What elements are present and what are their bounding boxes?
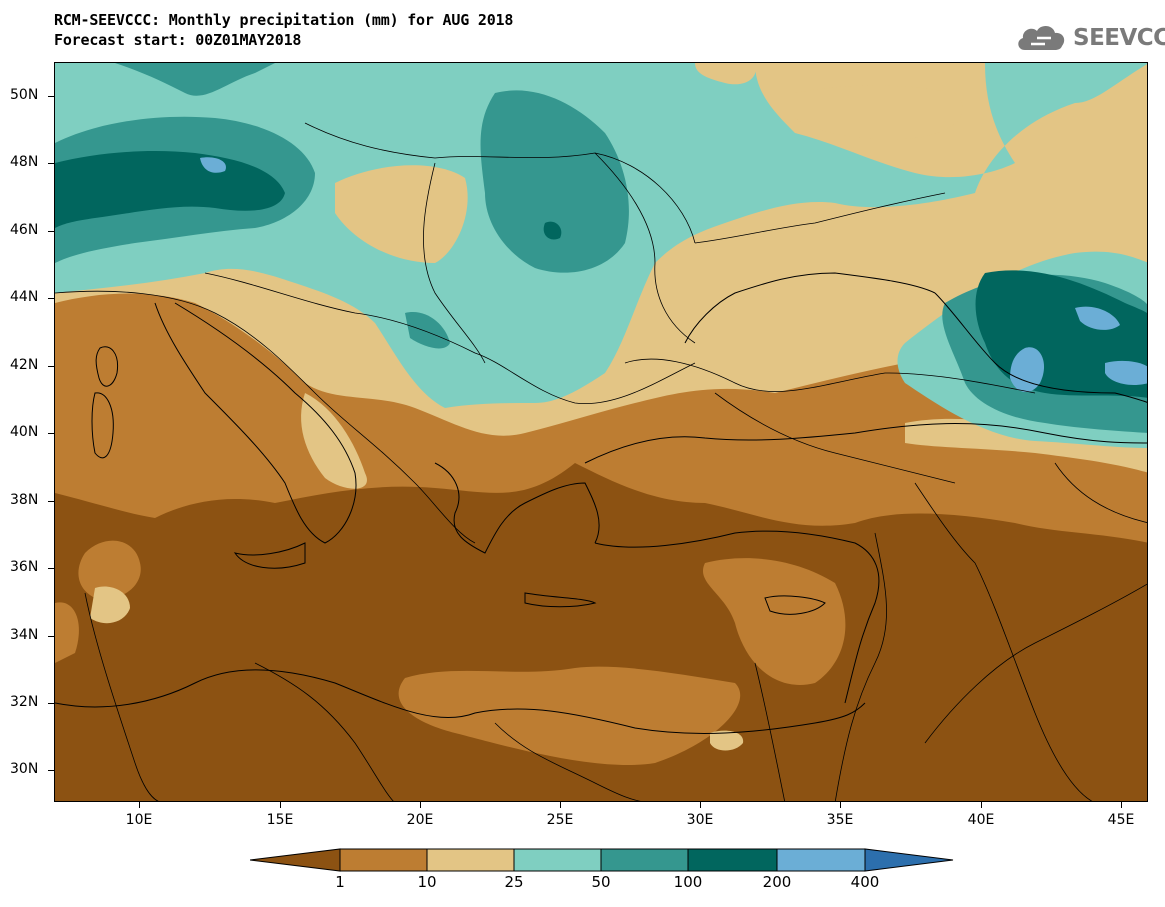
lon-tick [840, 802, 841, 808]
lat-label: 30N [10, 761, 39, 777]
colorbar-segment-1-10 [339, 848, 428, 872]
colorbar-legend [250, 848, 954, 872]
seevccc-logo: SEEVCCC [1015, 18, 1165, 58]
lon-label: 10E [125, 812, 153, 828]
lon-tick [981, 802, 982, 808]
colorbar-segment-10-25 [426, 848, 515, 872]
lat-tick [48, 770, 54, 771]
lon-label: 20E [406, 812, 434, 828]
cloud-icon [1018, 25, 1065, 50]
colorbar-segment-50-100 [600, 848, 689, 872]
lat-tick [48, 366, 54, 367]
lon-tick [139, 802, 140, 808]
lon-label: 35E [826, 812, 854, 828]
colorbar-segment-lt1 [250, 848, 341, 872]
title-line-1: RCM-SEEVCCC: Monthly precipitation (mm) … [54, 11, 514, 29]
logo-text: SEEVCCC [1073, 25, 1165, 51]
lat-tick [48, 703, 54, 704]
lon-tick [420, 802, 421, 808]
lat-label: 34N [10, 627, 39, 643]
colorbar-label: 25 [504, 873, 524, 891]
colorbar-label: 200 [762, 873, 792, 891]
precipitation-map [54, 62, 1148, 802]
lat-tick [48, 231, 54, 232]
lat-label: 36N [10, 559, 39, 575]
lon-tick [560, 802, 561, 808]
lon-label: 30E [686, 812, 714, 828]
lat-label: 42N [10, 357, 39, 373]
map-field [55, 63, 1147, 801]
colorbar-label: 10 [417, 873, 437, 891]
lat-tick [48, 96, 54, 97]
colorbar-segment-100-200 [687, 848, 778, 872]
lat-tick [48, 636, 54, 637]
colorbar-segment-200-400 [776, 848, 866, 872]
lat-label: 48N [10, 154, 39, 170]
colorbar-label: 100 [673, 873, 703, 891]
lat-tick [48, 298, 54, 299]
lat-label: 46N [10, 222, 39, 238]
lon-label: 15E [266, 812, 294, 828]
lat-label: 32N [10, 694, 39, 710]
lat-tick [48, 568, 54, 569]
lon-label: 25E [546, 812, 574, 828]
lon-tick [1121, 802, 1122, 808]
colorbar-label: 50 [591, 873, 611, 891]
lon-label: 40E [967, 812, 995, 828]
colorbar-segment-gt400 [864, 848, 954, 872]
title-line-2: Forecast start: 00Z01MAY2018 [54, 31, 302, 49]
lat-tick [48, 501, 54, 502]
colorbar-segment-25-50 [513, 848, 602, 872]
map-title: RCM-SEEVCCC: Monthly precipitation (mm) … [54, 10, 513, 50]
colorbar-label: 1 [335, 873, 345, 891]
lat-label: 50N [10, 87, 39, 103]
lat-label: 38N [10, 492, 39, 508]
lat-label: 44N [10, 289, 39, 305]
lon-tick [700, 802, 701, 808]
colorbar-label: 400 [850, 873, 880, 891]
lat-label: 40N [10, 424, 39, 440]
lat-tick [48, 433, 54, 434]
lon-tick [280, 802, 281, 808]
lat-tick [48, 163, 54, 164]
lon-label: 45E [1107, 812, 1135, 828]
